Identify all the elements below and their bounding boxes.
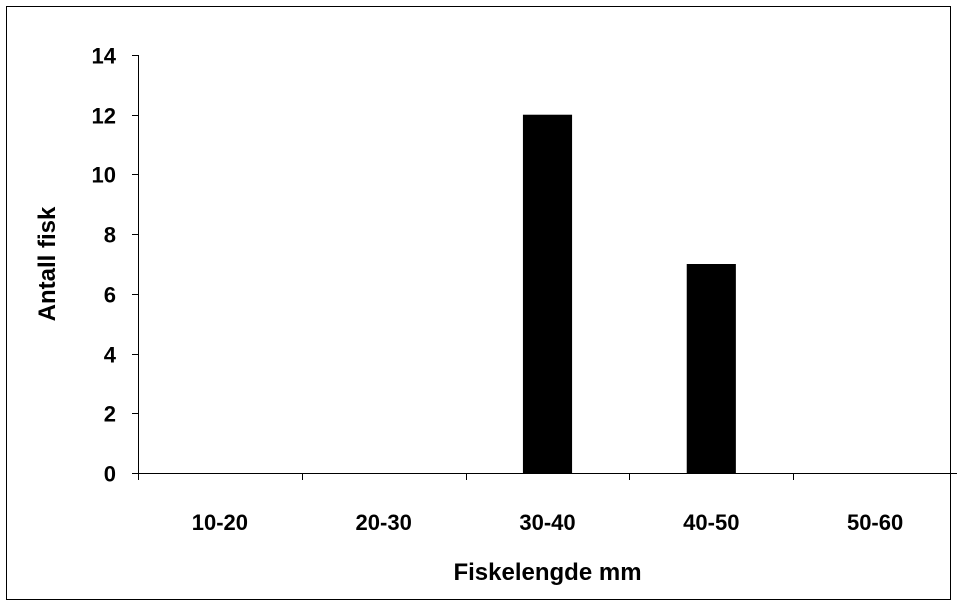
bar-40-50 xyxy=(686,264,736,473)
x-tick-label: 30-40 xyxy=(519,510,575,535)
y-tick-label: 10 xyxy=(92,163,116,188)
y-tick-label: 8 xyxy=(104,223,116,248)
x-tick-label: 40-50 xyxy=(683,510,739,535)
y-axis-ticks: 0 2 4 6 8 10 12 14 xyxy=(92,44,138,487)
x-tick-label: 10-20 xyxy=(192,510,248,535)
y-tick-label: 2 xyxy=(104,402,116,427)
x-tick-label: 20-30 xyxy=(356,510,412,535)
bars-layer xyxy=(522,114,736,473)
chart-frame xyxy=(6,6,951,600)
y-tick-label: 6 xyxy=(104,283,116,308)
y-axis-title: Antall fisk xyxy=(34,206,61,321)
y-tick-label: 0 xyxy=(104,462,116,487)
x-axis-title: Fiskelengde mm xyxy=(453,559,641,586)
x-axis-ticks: 10-20 20-30 30-40 40-50 50-60 xyxy=(138,473,903,535)
y-tick-label: 4 xyxy=(104,343,117,368)
bar-30-40 xyxy=(522,114,573,473)
y-tick-label: 14 xyxy=(92,44,117,69)
x-tick-label: 50-60 xyxy=(847,510,903,535)
y-tick-label: 12 xyxy=(92,104,116,129)
